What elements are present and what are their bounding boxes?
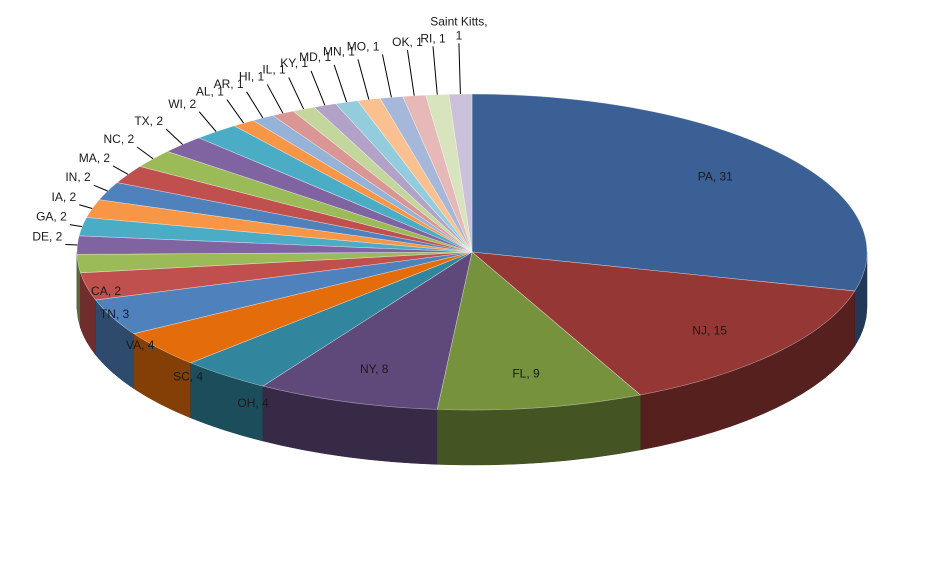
- slice-label-il: IL, 1: [262, 62, 286, 76]
- slice-label-ca: CA, 2: [91, 284, 121, 298]
- leader-line-ar: [246, 91, 264, 119]
- slice-labels: PA, 31 NJ, 15 FL, 9 NY, 8 OH, 4 SC, 4 VA, 4 TN,…: [32, 14, 733, 410]
- slice-label-nj: NJ, 15: [692, 323, 727, 337]
- slice-ny: [262, 251, 473, 410]
- leader-line-tx: [165, 128, 183, 145]
- leader-line-ia: [79, 204, 93, 209]
- slice-label-ok: OK, 1: [392, 35, 423, 49]
- leader-line-de: [65, 244, 78, 246]
- leader-line-ga: [69, 224, 83, 228]
- slice-label-de: DE, 2: [32, 230, 62, 244]
- slice-label-al: AL, 1: [196, 85, 224, 99]
- slice-label-mo: MO, 1: [347, 39, 380, 53]
- slice-label-wi: WI, 2: [168, 97, 196, 111]
- slice-pa: [471, 93, 868, 292]
- pie-top-layer: [76, 93, 868, 411]
- slice-label-ma: MA, 2: [79, 151, 111, 165]
- slice-label-sc: SC, 4: [173, 369, 203, 383]
- slice-label-ga: GA, 2: [36, 210, 67, 224]
- leader-line-mn: [357, 59, 370, 100]
- leader-line-ky: [310, 70, 326, 106]
- slice-label-pa: PA, 31: [698, 169, 733, 183]
- leader-line-in: [93, 184, 108, 192]
- slice-label-ia: IA, 2: [52, 190, 77, 204]
- slice-fl: [436, 251, 642, 411]
- leader-line-il: [288, 77, 305, 110]
- leader-line-nc: [136, 146, 154, 160]
- slice-label-md: MD, 1: [299, 50, 331, 64]
- leader-line-md: [333, 64, 348, 103]
- leader-line-wi: [198, 111, 217, 132]
- leader-line-ri: [432, 46, 438, 95]
- leader-line-ok: [406, 49, 415, 96]
- leader-line-saint-kitts: [458, 43, 461, 95]
- slice-label-ky: KY, 1: [280, 56, 308, 70]
- slice-label-ri: RI, 1: [420, 31, 446, 45]
- slice-label-ny: NY, 8: [360, 362, 389, 376]
- leader-line-hi: [266, 84, 284, 114]
- leader-lines: [65, 43, 461, 246]
- slice-label-tx: TX, 2: [134, 114, 163, 128]
- leader-line-mo: [381, 54, 392, 98]
- slice-nj: [471, 251, 856, 396]
- leader-line-ma: [112, 165, 129, 175]
- leader-line-al: [226, 99, 245, 124]
- slice-label-ar: AR, 1: [214, 77, 244, 91]
- slice-label-saint-kitts: Saint Kitts, 1: [430, 14, 487, 42]
- slice-label-hi: HI, 1: [239, 69, 265, 83]
- slice-label-nc: NC, 2: [104, 132, 135, 146]
- slice-label-oh: OH, 4: [237, 396, 269, 410]
- slice-label-mn: MN, 1: [323, 44, 355, 58]
- slice-label-tn: TN, 3: [100, 307, 130, 321]
- slice-label-va: VA, 4: [126, 338, 155, 352]
- slice-label-fl: FL, 9: [512, 366, 540, 380]
- slice-label-in: IN, 2: [65, 170, 91, 184]
